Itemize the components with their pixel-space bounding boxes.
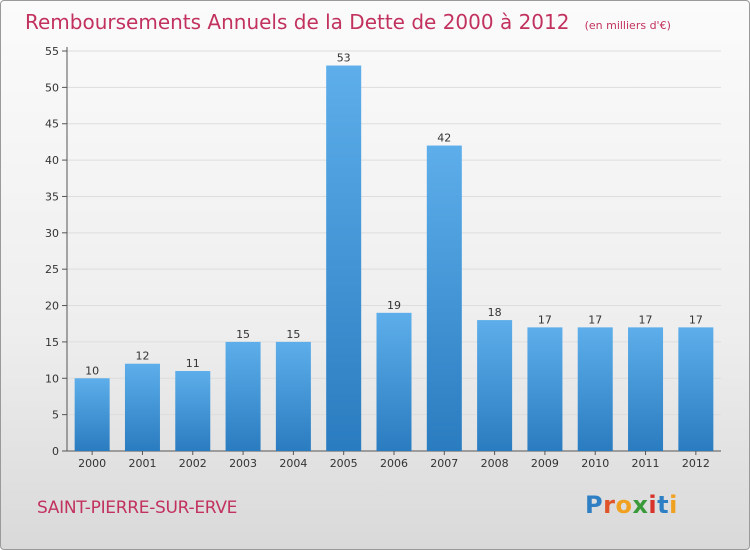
commune-name: SAINT-PIERRE-SUR-ERVE (37, 498, 238, 518)
bar-2006 (376, 312, 412, 451)
y-tick-label-5: 5 (52, 409, 59, 422)
bar-2011 (628, 327, 664, 451)
y-tick-label-45: 45 (45, 118, 59, 131)
y-tick-label-35: 35 (45, 190, 59, 203)
x-tick-label-2000: 2000 (78, 457, 106, 470)
bar-value-2009: 17 (538, 313, 552, 326)
bar-2007 (426, 145, 462, 451)
bar-2001 (124, 363, 160, 451)
chart-title: Remboursements Annuels de la Dette de 20… (25, 10, 570, 34)
x-tick-label-2004: 2004 (279, 457, 307, 470)
bar-2000 (74, 378, 110, 451)
y-tick-label-10: 10 (45, 372, 59, 385)
bar-2012 (678, 327, 714, 451)
x-tick-label-2006: 2006 (380, 457, 408, 470)
x-tick-label-2001: 2001 (128, 457, 156, 470)
bars (74, 65, 714, 451)
bar-value-2000: 10 (85, 364, 99, 377)
bar-value-2008: 18 (488, 306, 502, 319)
labels: 0 5 10 15 20 25 30 35 40 45 50 55 10 2000 12 2001 11 2002… (45, 45, 710, 470)
logo-letter-3: x (632, 491, 649, 519)
x-tick-label-2011: 2011 (632, 457, 660, 470)
x-tick-label-2007: 2007 (430, 457, 458, 470)
bar-2004 (275, 341, 311, 451)
logo-letter-0: P (585, 491, 604, 519)
logo-letter-1: r (603, 491, 616, 519)
bar-value-2007: 42 (437, 132, 451, 145)
bar-value-2004: 15 (286, 328, 300, 341)
bar-2003 (225, 341, 261, 451)
logo-letter-4: i (648, 491, 658, 519)
bar-value-2012: 17 (689, 313, 703, 326)
y-tick-label-15: 15 (45, 336, 59, 349)
y-tick-label-20: 20 (45, 300, 59, 313)
title-row: Remboursements Annuels de la Dette de 20… (25, 10, 671, 34)
x-tick-label-2005: 2005 (330, 457, 358, 470)
bar-2005 (326, 65, 362, 451)
y-tick-label-25: 25 (45, 263, 59, 276)
x-tick-label-2003: 2003 (229, 457, 257, 470)
proxiti-logo[interactable]: Proxiti (585, 491, 678, 519)
bar-value-2011: 17 (639, 313, 653, 326)
unit-label: (en milliers d'€) (584, 19, 671, 32)
y-tick-label-55: 55 (45, 45, 59, 58)
x-tick-label-2009: 2009 (531, 457, 559, 470)
bar-value-2003: 15 (236, 328, 250, 341)
bar-value-2002: 11 (186, 357, 200, 370)
bar-value-2006: 19 (387, 299, 401, 312)
logo-letter-5: t (657, 491, 670, 519)
logo-letter-2: o (615, 491, 633, 519)
bar-2009 (527, 327, 563, 451)
y-tick-label-40: 40 (45, 154, 59, 167)
x-tick-label-2010: 2010 (581, 457, 609, 470)
bar-2008 (477, 320, 513, 451)
y-tick-label-50: 50 (45, 81, 59, 94)
y-tick-label-0: 0 (52, 445, 59, 458)
x-tick-label-2012: 2012 (682, 457, 710, 470)
bar-2010 (577, 327, 613, 451)
y-tick-label-30: 30 (45, 227, 59, 240)
bar-2002 (175, 371, 211, 451)
bar-value-2010: 17 (588, 313, 602, 326)
logo-letter-6: i (669, 491, 678, 519)
bar-value-2001: 12 (135, 350, 149, 363)
x-tick-label-2008: 2008 (481, 457, 509, 470)
x-tick-label-2002: 2002 (179, 457, 207, 470)
bar-value-2005: 53 (337, 52, 351, 65)
